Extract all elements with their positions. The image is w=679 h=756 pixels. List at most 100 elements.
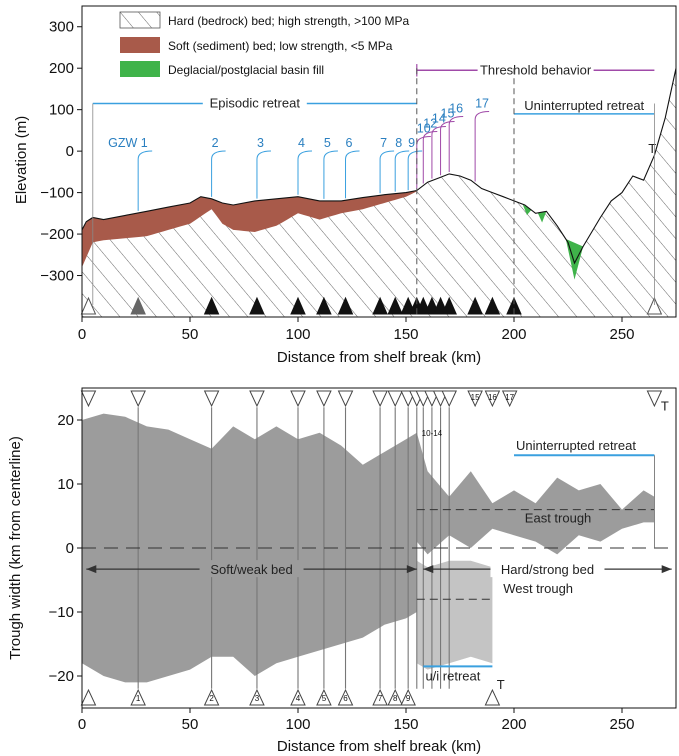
west-trough-label: West trough <box>503 581 573 596</box>
gzw-markers <box>80 296 663 315</box>
gzw-range-label: 10-14 <box>422 429 443 438</box>
y-axis-label: Elevation (m) <box>13 116 30 204</box>
axes: 0 50 100 150 200 250 300 200 100 0 −100 −200 −300 <box>40 19 634 343</box>
y-tick-label: −10 <box>49 604 74 621</box>
gzw-label: 14 <box>432 112 446 126</box>
dashed-guides <box>92 68 655 317</box>
y-tick-label: −20 <box>49 668 74 685</box>
x-tick-label: 250 <box>609 716 634 733</box>
gzw-label: 12 <box>423 117 437 131</box>
episodic-label: Episodic retreat <box>210 95 301 110</box>
gzw-marker <box>484 688 501 706</box>
legend-label-sediment: Soft (sediment) bed; low strength, <5 MP… <box>168 39 393 53</box>
gzw-markers <box>80 390 663 706</box>
gzw-bracket <box>474 111 490 182</box>
gzw-marker <box>467 390 483 408</box>
legend-swatch-bedrock <box>119 11 161 29</box>
uninterrupted-label: Uninterrupted retreat <box>516 438 636 453</box>
label-bg <box>477 61 594 78</box>
gzw-label: 9 <box>408 136 415 150</box>
gzw-marker <box>372 688 388 706</box>
gzw-label: 3 <box>257 136 264 150</box>
gzw-marker <box>203 390 220 408</box>
seafloor-line <box>81 68 677 265</box>
west-trough-area <box>416 560 493 670</box>
elevation-panel: Hard (bedrock) bed; high strength, >100 … <box>13 5 677 366</box>
gzw-bracket <box>323 150 338 199</box>
gzw-number: 1 <box>136 694 141 703</box>
y-tick-label: −200 <box>40 226 74 243</box>
y-tick-label: 0 <box>66 143 74 160</box>
gzw-marker <box>290 688 306 706</box>
gzw-marker <box>80 688 97 706</box>
gzw-marker <box>316 296 332 315</box>
gzw-label: 7 <box>380 136 387 150</box>
gzw-number: 3 <box>255 694 260 703</box>
threshold-label: Threshold behavior <box>480 62 592 77</box>
gzw-marker <box>387 296 403 315</box>
gzw-bracket <box>379 150 395 194</box>
gzw-bracket <box>407 150 423 191</box>
t-label: T <box>661 398 669 413</box>
y-tick-label: 100 <box>49 102 74 119</box>
legend: Hard (bedrock) bed; high strength, >100 … <box>119 11 409 77</box>
gzw-label: 17 <box>475 97 489 111</box>
gzw-bracket <box>394 150 410 192</box>
gzw-marker <box>290 390 306 408</box>
gzw-marker <box>441 296 457 315</box>
y-tick-label: 300 <box>49 19 74 36</box>
x-tick-label: 200 <box>501 716 526 733</box>
legend-swatch-sediment <box>120 37 160 53</box>
gzw-marker <box>387 688 403 706</box>
gzw-marker <box>130 296 146 315</box>
y-tick-label: 0 <box>66 540 74 557</box>
gzw-number: 9 <box>406 694 411 703</box>
gzw-bracket <box>345 150 360 199</box>
x-tick-label: 0 <box>78 326 86 343</box>
gzw-bracket <box>211 150 226 197</box>
annotations: 1 2 3 4 5 6 7 8 9 15 16 17 10-14 Uninterrupted retrea… <box>82 393 676 703</box>
gzw-marker <box>337 688 354 706</box>
y-tick-label: 10 <box>57 476 74 493</box>
legend-label-bedrock: Hard (bedrock) bed; high strength, >100 … <box>168 14 409 28</box>
gzw-bracket <box>422 131 438 184</box>
y-tick-label: 200 <box>49 60 74 77</box>
gzw-bracket <box>431 126 446 179</box>
arrow-head <box>661 565 672 574</box>
gzw-marker <box>203 688 220 706</box>
gzw-marker <box>249 390 265 408</box>
gzw-marker <box>387 390 403 408</box>
gzw-marker <box>203 296 220 315</box>
gzw-label: 6 <box>346 136 353 150</box>
x-tick-label: 100 <box>285 716 310 733</box>
uninterrupted-label: Uninterrupted retreat <box>524 98 644 113</box>
x-axis-label: Distance from shelf break (km) <box>277 349 481 366</box>
arrow-head <box>86 565 97 574</box>
gzw-marker <box>80 296 97 315</box>
gzw-label: 15 <box>441 107 455 121</box>
gzw-marker <box>484 390 501 408</box>
gzw-marker <box>372 390 388 408</box>
soft-bed-label: Soft/weak bed <box>210 562 292 577</box>
x-tick-label: 150 <box>393 716 418 733</box>
basin-fill <box>537 211 547 223</box>
gzw-marker <box>501 390 518 408</box>
label-bg <box>199 560 304 578</box>
x-tick-label: 150 <box>393 326 418 343</box>
arrow-head <box>423 565 434 574</box>
x-tick-label: 200 <box>501 326 526 343</box>
gzw-bracket <box>137 150 153 211</box>
x-tick-label: 0 <box>78 716 86 733</box>
gzw-label: 10 <box>417 122 431 136</box>
gzw-marker <box>646 296 663 315</box>
gzw-marker <box>316 390 332 408</box>
gzw-marker <box>337 390 354 408</box>
x-tick-label: 100 <box>285 326 310 343</box>
x-tick-label: 50 <box>182 716 199 733</box>
y-tick-label: −100 <box>40 185 74 202</box>
gzw-marker <box>646 390 663 408</box>
arrow-head <box>406 565 417 574</box>
range-annotations: Episodic retreat Threshold behavior Uninte… <box>92 61 656 156</box>
gzw-marker <box>130 390 146 408</box>
ui-retreat-label: u/i retreat <box>425 668 480 683</box>
